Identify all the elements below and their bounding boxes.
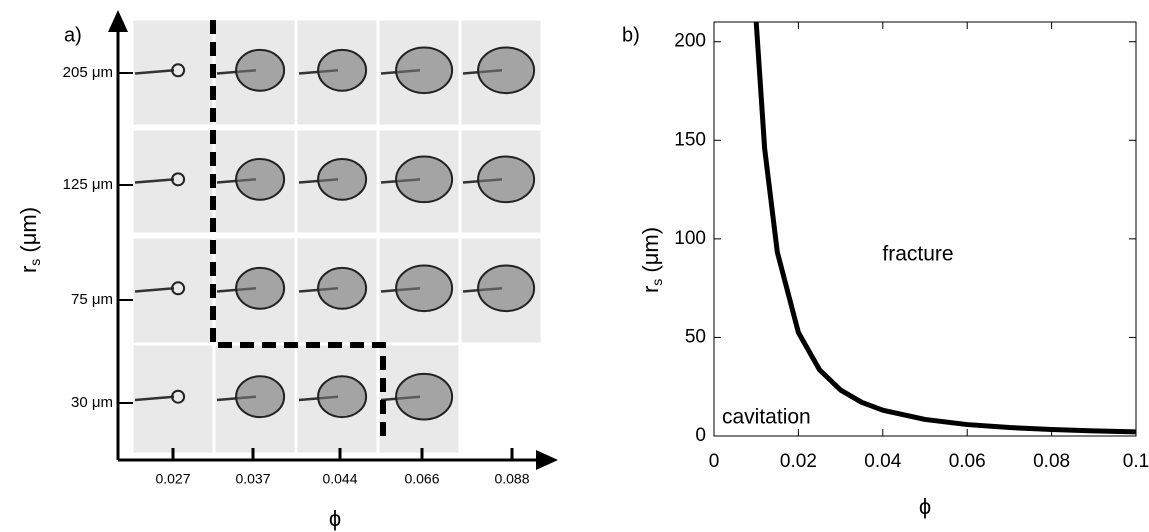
x-tick-label: 0.044 [322,471,357,487]
y-tick-label: 125 μm [63,176,113,193]
cavity [395,372,454,421]
cavity [317,375,368,419]
needle [134,178,175,184]
annotation: fracture [882,243,953,266]
cavity [395,264,454,313]
y-axis-label: rs (μm) [16,207,43,273]
y-label-rest: (μm) [16,207,41,259]
x-tick-label: 0.1 [1123,451,1149,472]
x-tick-label: 0.088 [494,471,529,487]
y-tick-label: 150 [674,129,706,150]
y-tick-label: 75 μm [71,291,113,308]
cavity [317,48,368,92]
panel-label: b) [622,24,640,46]
cavity [477,155,536,204]
needle [134,395,175,402]
y-label-base: r [638,286,663,293]
y-tick-label: 205 μm [63,64,113,81]
y-arrow [108,10,128,32]
y-tick-label: 200 [674,31,706,52]
x-tick-label: 0 [709,451,720,472]
needle [134,287,175,293]
cavity [235,157,286,201]
y-tick-label: 30 μm [71,394,113,411]
x-tick-label: 0.037 [235,471,270,487]
cavity [395,46,454,95]
needle [134,69,175,75]
annotation: cavitation [722,406,811,429]
cavity [395,155,454,204]
y-axis-label: rs (μm) [638,227,665,293]
x-tick-label: 0.066 [404,471,439,487]
cavity [235,375,286,419]
cavity [235,48,286,92]
curve [753,21,1137,435]
plot-frame [713,21,1137,437]
y-tick-label: 50 [685,326,706,347]
cavity [171,172,186,187]
y-label-sub: s [27,259,43,266]
x-axis-label: ϕ [329,506,341,531]
cavity [235,266,286,310]
x-axis-label: ϕ [919,494,931,519]
y-tick-label: 100 [674,228,706,249]
x-tick-label: 0.08 [1033,451,1070,472]
x-arrow [536,450,558,470]
y-label-base: r [16,266,41,273]
cavity [317,157,368,201]
x-tick-label: 0.06 [949,451,986,472]
y-label-rest: (μm) [638,227,663,279]
x-tick-label: 0.027 [155,471,190,487]
x-tick-label: 0.02 [780,451,817,472]
cavity [171,389,186,404]
cavity [477,264,536,313]
regime-boundary [210,20,386,440]
panel-label: a) [64,24,82,46]
x-tick-label: 0.04 [864,451,901,472]
photo-grid [132,19,542,454]
y-tick-label: 0 [695,425,706,446]
cavity [171,63,186,78]
cavity [171,281,186,296]
cavity [477,46,536,95]
cavity [317,266,368,310]
y-label-sub: s [649,279,665,286]
